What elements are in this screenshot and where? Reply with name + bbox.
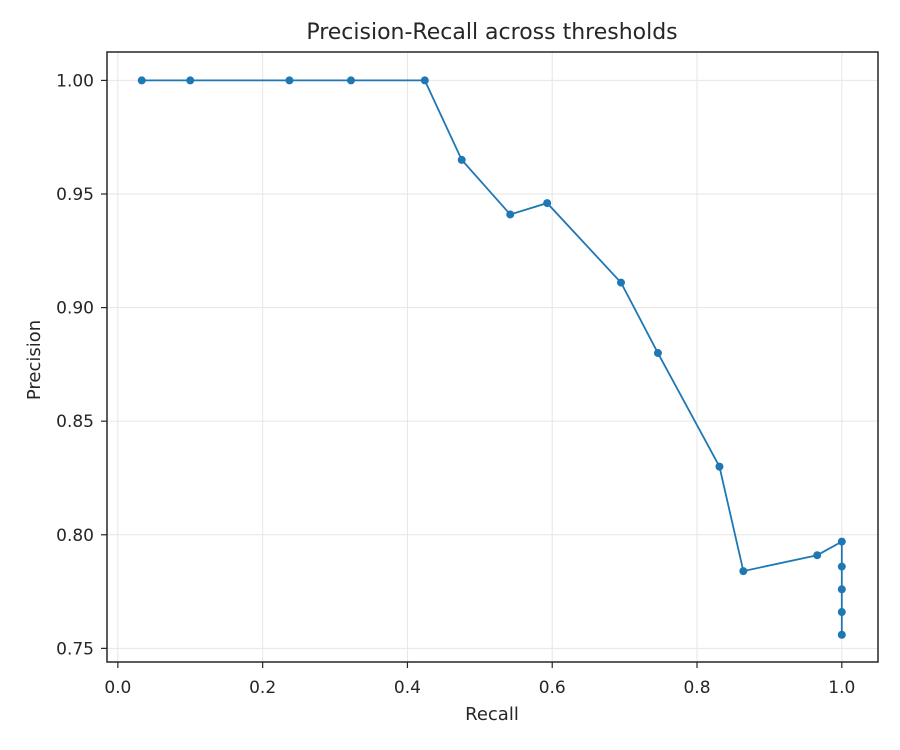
x-tick-label: 0.8 xyxy=(683,678,710,698)
x-tick-label: 0.0 xyxy=(104,678,131,698)
series-layer xyxy=(137,76,846,639)
y-tick-label: 0.75 xyxy=(56,639,94,659)
x-axis-label: Recall xyxy=(465,704,519,725)
data-point xyxy=(837,585,846,594)
y-tick-label: 0.90 xyxy=(56,299,94,319)
chart-title: Precision-Recall across thresholds xyxy=(306,20,677,45)
data-point xyxy=(186,76,195,85)
data-point xyxy=(420,76,429,85)
series-line xyxy=(141,79,843,635)
data-point xyxy=(285,76,294,85)
data-point xyxy=(739,567,748,576)
data-point xyxy=(813,551,822,560)
data-point xyxy=(715,462,724,471)
y-tick-label: 0.80 xyxy=(56,526,94,546)
data-point xyxy=(837,562,846,571)
data-point xyxy=(346,76,355,85)
data-point xyxy=(506,210,515,219)
x-tick-label: 1.0 xyxy=(828,678,855,698)
ticks: 0.0 0.2 0.4 0.6 0.8 1.0 0.75 0.80 0.85 0.90 0.95 1.… xyxy=(56,71,855,698)
plot-frame xyxy=(106,51,879,663)
data-point xyxy=(543,199,552,208)
y-axis-label: Precision xyxy=(24,320,45,400)
x-tick-label: 0.4 xyxy=(394,678,421,698)
x-tick-label: 0.2 xyxy=(249,678,276,698)
y-tick-label: 0.95 xyxy=(56,185,94,205)
data-point xyxy=(137,76,146,85)
grid xyxy=(107,52,878,662)
data-point xyxy=(837,537,846,546)
x-tick-label: 0.6 xyxy=(539,678,566,698)
data-point xyxy=(653,349,662,358)
data-point xyxy=(837,630,846,639)
y-tick-label: 0.85 xyxy=(56,412,94,432)
y-tick-label: 1.00 xyxy=(56,71,94,91)
data-point xyxy=(617,278,625,287)
data-point xyxy=(837,608,846,617)
data-point xyxy=(457,155,466,164)
